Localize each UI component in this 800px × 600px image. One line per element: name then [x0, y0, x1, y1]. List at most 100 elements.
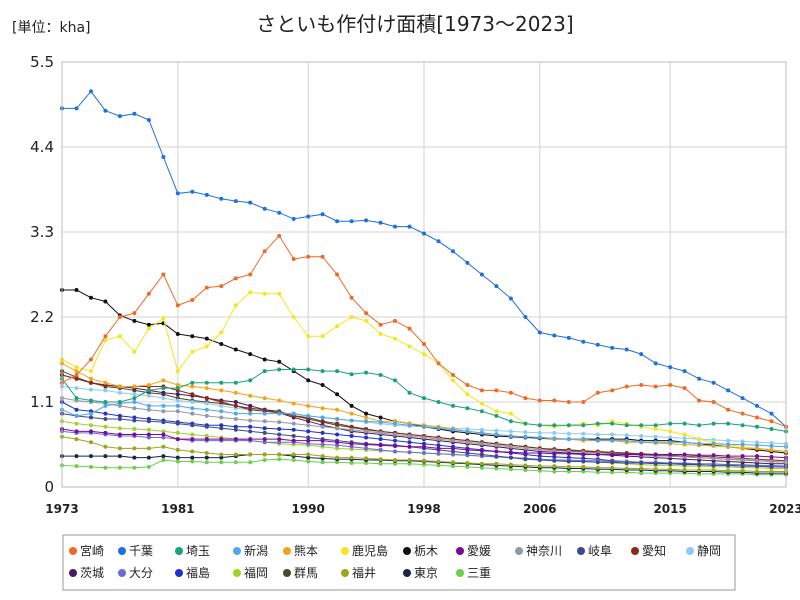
data-point [393, 336, 397, 341]
data-point [465, 461, 470, 465]
data-point [639, 352, 644, 357]
data-point [233, 303, 238, 308]
legend-label: 茨城 [80, 566, 104, 580]
data-point [479, 430, 484, 435]
legend-label: 神奈川 [526, 544, 562, 558]
data-point [175, 447, 180, 452]
data-point [219, 423, 224, 428]
data-point [711, 380, 716, 385]
data-point [494, 443, 499, 448]
data-point [175, 386, 180, 391]
data-point [204, 386, 209, 391]
data-point [335, 446, 340, 451]
data-point [103, 400, 108, 404]
data-point [682, 468, 687, 472]
data-point [726, 468, 731, 473]
data-point [407, 344, 412, 349]
data-point [146, 118, 151, 122]
data-point [349, 461, 354, 465]
data-point [248, 200, 253, 205]
data-point [117, 384, 122, 389]
data-point [117, 426, 122, 431]
legend-marker [283, 547, 291, 555]
data-point [117, 465, 122, 470]
legend-label: 福岡 [244, 565, 268, 580]
data-point [161, 386, 166, 391]
data-point [378, 322, 383, 327]
y-tick-label: 3.3 [30, 223, 54, 241]
data-point [639, 423, 644, 428]
data-point [422, 352, 426, 357]
data-point [755, 454, 759, 459]
data-point [436, 426, 441, 431]
data-point [117, 315, 122, 319]
data-point [537, 464, 542, 469]
data-point [89, 89, 93, 94]
data-point [682, 440, 687, 445]
data-point [277, 420, 282, 425]
legend-label: 岐阜 [588, 544, 612, 558]
data-point [378, 420, 383, 425]
data-point [740, 446, 745, 451]
data-point [653, 452, 658, 457]
legend-marker [456, 547, 464, 555]
data-point [190, 392, 195, 397]
data-point [508, 419, 513, 424]
data-point [508, 450, 513, 455]
data-point [74, 288, 79, 292]
legend-label: 福島 [186, 565, 210, 580]
data-point [436, 361, 441, 366]
data-point [726, 442, 731, 447]
data-point [581, 459, 586, 464]
data-point [393, 318, 397, 323]
data-point [190, 349, 195, 354]
data-point [451, 249, 455, 254]
data-point [740, 464, 745, 469]
data-point [653, 427, 658, 431]
legend-marker [118, 569, 126, 577]
data-point [436, 239, 441, 244]
data-point [161, 378, 166, 383]
data-point [219, 284, 224, 289]
data-point [117, 446, 122, 451]
data-point [74, 365, 79, 370]
data-point [537, 447, 542, 452]
data-point [639, 461, 644, 465]
data-point [175, 403, 180, 408]
data-point [508, 296, 513, 301]
data-point [552, 451, 557, 456]
data-point [610, 460, 615, 465]
data-point [349, 455, 354, 460]
data-point [306, 435, 311, 440]
x-tick-label: 1998 [407, 502, 440, 516]
data-point [190, 400, 195, 404]
legend-item: 三重 [456, 566, 491, 580]
data-point [335, 369, 340, 374]
data-point [523, 468, 528, 472]
data-point [523, 430, 528, 435]
data-point [89, 464, 93, 469]
data-point [552, 333, 557, 338]
data-point [755, 440, 759, 445]
data-point [479, 427, 484, 432]
data-point [306, 455, 311, 460]
data-point [639, 452, 644, 457]
data-point [769, 464, 774, 469]
data-point [436, 451, 441, 456]
data-point [508, 467, 513, 472]
data-point [161, 458, 166, 462]
data-point [697, 441, 702, 446]
data-point [190, 423, 195, 428]
data-point [262, 291, 267, 296]
data-point [451, 460, 455, 465]
data-point [306, 334, 311, 339]
data-point [219, 380, 224, 385]
x-tick-label: 1981 [161, 502, 194, 516]
data-point [711, 441, 716, 446]
data-point [465, 429, 470, 434]
data-point [697, 398, 702, 403]
data-point [204, 451, 209, 455]
legend-item: 愛媛 [456, 544, 491, 558]
data-point [132, 318, 137, 323]
